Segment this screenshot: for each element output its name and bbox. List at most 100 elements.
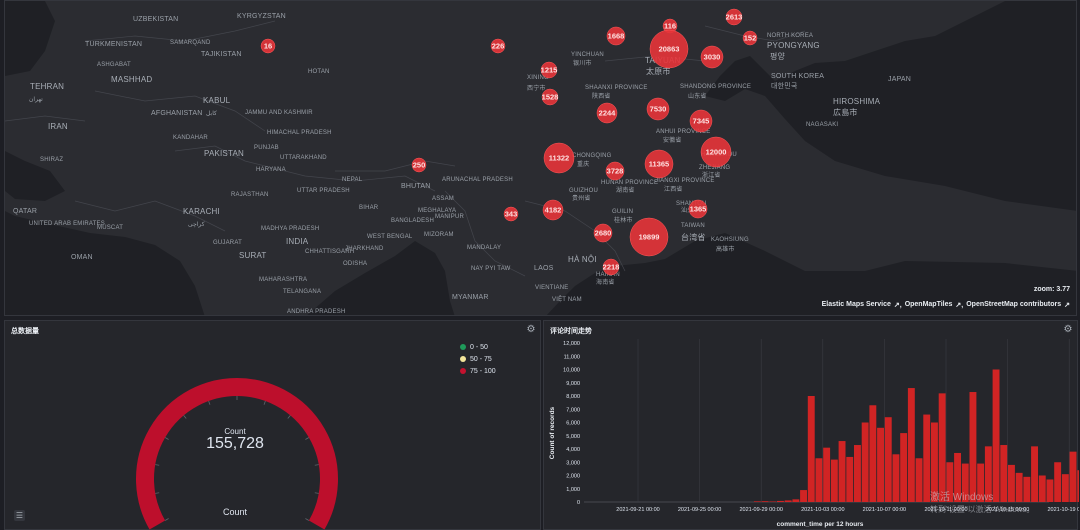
map-canvas[interactable]: UZBEKISTAN KYRGYZSTAN TURKMENISTAN SAMARQAN… bbox=[5, 1, 1077, 316]
histogram-bar[interactable] bbox=[977, 463, 985, 502]
count-marker[interactable]: 2613 bbox=[725, 8, 743, 26]
histogram-bar[interactable] bbox=[992, 369, 1000, 503]
marker-circle[interactable] bbox=[646, 97, 670, 121]
count-marker[interactable]: 7530 bbox=[646, 97, 670, 121]
marker-circle[interactable] bbox=[644, 149, 674, 179]
marker-circle[interactable] bbox=[688, 199, 708, 219]
marker-circle[interactable] bbox=[411, 157, 427, 173]
region-map-panel[interactable]: UZBEKISTAN KYRGYZSTAN TURKMENISTAN SAMARQAN… bbox=[4, 0, 1077, 316]
marker-circle[interactable] bbox=[725, 8, 743, 26]
histogram-bar[interactable] bbox=[1061, 474, 1069, 502]
marker-circle[interactable] bbox=[541, 88, 559, 106]
histogram-bar[interactable] bbox=[800, 490, 807, 502]
count-marker[interactable]: 11365 bbox=[644, 149, 674, 179]
count-marker[interactable]: 7345 bbox=[689, 109, 713, 133]
histogram-bar[interactable] bbox=[915, 458, 923, 502]
histogram-bar[interactable] bbox=[846, 456, 854, 502]
count-marker[interactable]: 20863 bbox=[649, 29, 689, 69]
histogram-bar[interactable] bbox=[1031, 446, 1038, 502]
histogram-bar[interactable] bbox=[1046, 479, 1054, 502]
marker-circle[interactable] bbox=[602, 258, 620, 276]
histogram-bar[interactable] bbox=[946, 462, 954, 502]
histogram-bar[interactable] bbox=[1008, 464, 1015, 502]
count-marker[interactable]: 12000 bbox=[700, 136, 732, 168]
count-marker[interactable]: 226 bbox=[490, 38, 506, 54]
count-marker[interactable]: 4182 bbox=[542, 199, 564, 221]
marker-circle[interactable] bbox=[542, 199, 564, 221]
histogram-bar[interactable] bbox=[884, 417, 892, 502]
histogram-bar[interactable] bbox=[769, 501, 777, 502]
count-marker[interactable]: 1668 bbox=[606, 26, 626, 46]
attribution-openmaptiles-link[interactable]: OpenMapTiles bbox=[904, 301, 953, 308]
histogram-bar[interactable] bbox=[753, 501, 761, 502]
histogram-bar[interactable] bbox=[1015, 472, 1023, 502]
count-marker[interactable]: 343 bbox=[503, 206, 519, 222]
legend-item-75-100[interactable]: 75 - 100 bbox=[460, 365, 496, 377]
histogram-bar[interactable] bbox=[807, 396, 815, 502]
marker-circle[interactable] bbox=[629, 217, 669, 257]
histogram-bar[interactable] bbox=[1038, 475, 1046, 503]
histogram-bar[interactable] bbox=[792, 499, 800, 502]
count-marker[interactable]: 1215 bbox=[540, 61, 558, 79]
histogram-bar[interactable] bbox=[777, 500, 784, 502]
count-marker[interactable]: 19899 bbox=[629, 217, 669, 257]
histogram-bar[interactable] bbox=[954, 452, 961, 502]
histogram-bar[interactable] bbox=[815, 458, 823, 502]
histogram-bar[interactable] bbox=[938, 393, 946, 502]
histogram-bar[interactable] bbox=[892, 454, 900, 502]
marker-circle[interactable] bbox=[490, 38, 506, 54]
marker-circle[interactable] bbox=[260, 38, 276, 54]
histogram-bar[interactable] bbox=[907, 388, 915, 502]
marker-circle[interactable] bbox=[649, 29, 689, 69]
count-marker[interactable]: 2680 bbox=[593, 223, 613, 243]
histogram-bar[interactable] bbox=[830, 459, 838, 502]
histogram-bar[interactable] bbox=[784, 500, 792, 502]
histogram-bar[interactable] bbox=[1054, 462, 1062, 502]
histogram-bar[interactable] bbox=[1023, 476, 1031, 502]
histogram-bar[interactable] bbox=[1069, 451, 1077, 502]
histogram-bar[interactable] bbox=[1000, 445, 1008, 502]
marker-circle[interactable] bbox=[689, 109, 713, 133]
count-marker[interactable]: 152 bbox=[742, 30, 758, 46]
marker-circle[interactable] bbox=[605, 161, 625, 181]
legend-item-0-50[interactable]: 0 - 50 bbox=[460, 341, 496, 353]
marker-circle[interactable] bbox=[742, 30, 758, 46]
marker-circle[interactable] bbox=[606, 26, 626, 46]
count-marker[interactable]: 3728 bbox=[605, 161, 625, 181]
legend-item-50-75[interactable]: 50 - 75 bbox=[460, 353, 496, 365]
histogram-bar[interactable] bbox=[869, 405, 877, 502]
marker-circle[interactable] bbox=[540, 61, 558, 79]
histogram-bar[interactable] bbox=[823, 447, 831, 502]
count-marker[interactable]: 1528 bbox=[541, 88, 559, 106]
histogram-bar[interactable] bbox=[969, 392, 977, 502]
marker-circle[interactable] bbox=[593, 223, 613, 243]
histogram-bar[interactable] bbox=[761, 501, 769, 502]
count-marker[interactable]: 11322 bbox=[543, 142, 575, 174]
count-markers[interactable]: 16 226 1215 1528 1668 116 20863 2613 152 3030 2244… bbox=[260, 8, 758, 276]
attribution-elastic-link[interactable]: Elastic Maps Service bbox=[821, 301, 891, 308]
histogram-bar[interactable] bbox=[877, 427, 884, 502]
gear-icon[interactable]: ⚙ bbox=[1063, 324, 1073, 335]
marker-circle[interactable] bbox=[543, 142, 575, 174]
attribution-osm-link[interactable]: OpenStreetMap contributors bbox=[966, 301, 1062, 308]
count-marker[interactable]: 16 bbox=[260, 38, 276, 54]
marker-circle[interactable] bbox=[503, 206, 519, 222]
count-marker[interactable]: 1365 bbox=[688, 199, 708, 219]
marker-circle[interactable] bbox=[596, 102, 618, 124]
marker-circle[interactable] bbox=[700, 45, 724, 69]
histogram-bar[interactable] bbox=[1077, 470, 1079, 502]
count-marker[interactable]: 250 bbox=[411, 157, 427, 173]
histogram-bar[interactable] bbox=[931, 422, 938, 503]
histogram-bar[interactable] bbox=[961, 463, 969, 502]
marker-circle[interactable] bbox=[700, 136, 732, 168]
histogram-bar[interactable] bbox=[923, 414, 931, 502]
gear-icon[interactable]: ⚙ bbox=[526, 324, 536, 335]
histogram-bar[interactable] bbox=[854, 445, 861, 502]
histogram-bar[interactable] bbox=[861, 422, 869, 503]
histogram-bar[interactable] bbox=[900, 433, 908, 502]
count-marker[interactable]: 2218 bbox=[602, 258, 620, 276]
histogram-bar[interactable] bbox=[838, 441, 846, 502]
count-marker[interactable]: 3030 bbox=[700, 45, 724, 69]
count-marker[interactable]: 2244 bbox=[596, 102, 618, 124]
list-icon[interactable]: ☰ bbox=[14, 510, 25, 521]
